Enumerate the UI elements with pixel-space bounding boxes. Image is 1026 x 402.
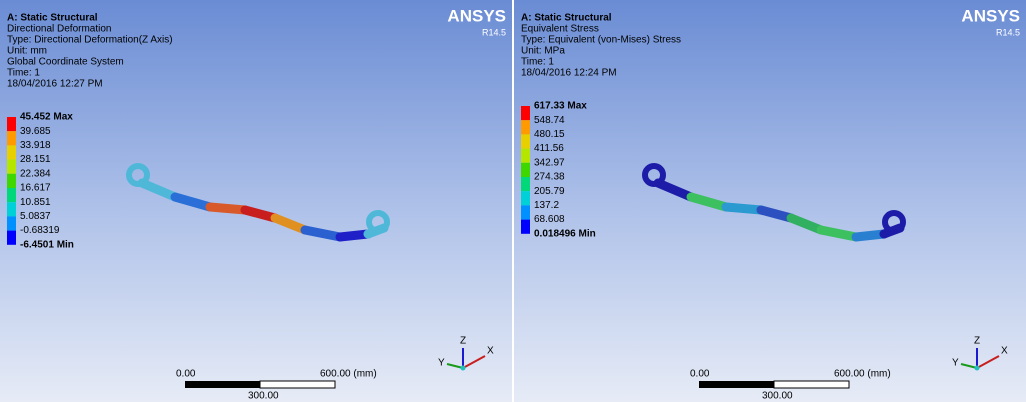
legend-swatch: [7, 216, 16, 230]
scale-mid: 300.00: [248, 391, 279, 402]
header-line: A: Static Structural: [521, 13, 612, 24]
legend-label: 480.15: [534, 129, 565, 140]
scale-end: 600.00 (mm): [834, 369, 891, 380]
legend-label: 33.918: [20, 140, 51, 151]
triad-z-label: Z: [974, 336, 980, 347]
legend-swatch: [7, 117, 16, 131]
header-line: Type: Directional Deformation(Z Axis): [7, 35, 173, 46]
legend-swatch: [521, 120, 530, 134]
legend-label: 617.33 Max: [534, 101, 587, 112]
legend-label: 548.74: [534, 115, 565, 126]
viewport-background: [514, 0, 1026, 402]
triad-y-label: Y: [438, 358, 445, 369]
scale-bar-white: [774, 381, 849, 388]
scale-start: 0.00: [176, 369, 196, 380]
header-line: Equivalent Stress: [521, 24, 599, 35]
legend-swatch: [521, 191, 530, 205]
header-line: A: Static Structural: [7, 13, 98, 24]
legend-label: -0.68319: [20, 225, 60, 236]
legend-label: 16.617: [20, 183, 51, 194]
legend-swatch: [521, 163, 530, 177]
header-line: Time: 1: [521, 57, 554, 68]
triad-x-label: X: [1001, 346, 1008, 357]
legend-swatch: [521, 149, 530, 163]
header-line: 18/04/2016 12:24 PM: [521, 68, 617, 79]
legend-swatch: [7, 231, 16, 245]
scale-mid: 300.00: [762, 391, 793, 402]
legend-label: 28.151: [20, 154, 51, 165]
legend-swatch: [521, 205, 530, 219]
legend-label: 411.56: [534, 143, 564, 154]
header-line: 18/04/2016 12:27 PM: [7, 79, 103, 90]
legend-swatch: [521, 106, 530, 120]
page: ANSYSR14.5A: Static StructuralDirectiona…: [0, 0, 1026, 402]
legend-label: 205.79: [534, 186, 565, 197]
panel: ANSYS R14.5 A: Static StructuralDirectiona…: [0, 0, 512, 402]
legend-label: 10.851: [20, 197, 51, 208]
scale-end: 600.00 (mm): [320, 369, 377, 380]
legend-label: 68.608: [534, 214, 565, 225]
scale-bar-black: [699, 381, 774, 388]
version: R14.5: [482, 27, 506, 37]
panel: ANSYS R14.5 A: Static StructuralEquivalent…: [514, 0, 1026, 402]
scale-start: 0.00: [690, 369, 710, 380]
header-line: Type: Equivalent (von-Mises) Stress: [521, 35, 681, 46]
spring-segment: [210, 207, 245, 210]
scale-bar-white: [260, 381, 335, 388]
logo: ANSYS: [961, 6, 1020, 25]
legend-label: 39.685: [20, 126, 51, 137]
header-line: Directional Deformation: [7, 24, 112, 35]
legend-label: 5.0837: [20, 211, 51, 222]
header-line: Unit: MPa: [521, 46, 565, 57]
legend-swatch: [7, 202, 16, 216]
legend-label: 0.018496 Min: [534, 228, 596, 239]
legend-swatch: [7, 145, 16, 159]
logo: ANSYS: [447, 6, 506, 25]
legend-swatch: [521, 177, 530, 191]
legend-label: 274.38: [534, 172, 565, 183]
header-line: Global Coordinate System: [7, 57, 124, 68]
legend-label: 137.2: [534, 200, 559, 211]
triad-y-label: Y: [952, 358, 959, 369]
legend-swatch: [7, 174, 16, 188]
legend-swatch: [7, 188, 16, 202]
header-line: Time: 1: [7, 68, 40, 79]
legend-label: 45.452 Max: [20, 112, 73, 123]
legend-swatch: [7, 160, 16, 174]
legend-label: 342.97: [534, 157, 565, 168]
version: R14.5: [996, 27, 1020, 37]
legend-label: -6.4501 Min: [20, 239, 74, 250]
scale-bar-black: [185, 381, 260, 388]
header-line: Unit: mm: [7, 46, 47, 57]
legend-swatch: [521, 220, 530, 234]
triad-z-label: Z: [460, 336, 466, 347]
legend-swatch: [7, 131, 16, 145]
triad-origin: [975, 366, 980, 371]
legend-swatch: [521, 134, 530, 148]
legend-label: 22.384: [20, 168, 51, 179]
triad-origin: [461, 366, 466, 371]
spring-segment: [726, 207, 761, 210]
spring-segment: [884, 228, 900, 234]
spring-segment: [368, 228, 384, 234]
triad-x-label: X: [487, 346, 494, 357]
